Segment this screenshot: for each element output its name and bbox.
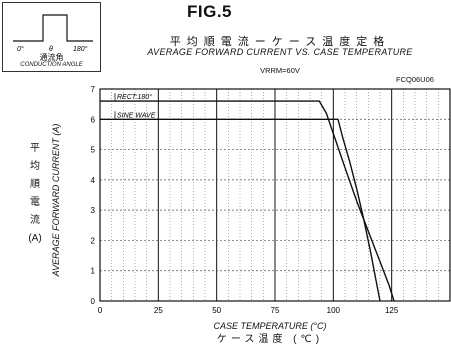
y-tick-label: 1 — [91, 267, 96, 276]
inset-label-jp: 通流角 — [39, 53, 64, 62]
y-tick-label: 6 — [91, 115, 96, 124]
series-line — [100, 118, 381, 302]
y-axis-label-jp: 平 均 順 電 流 (A) — [28, 140, 42, 248]
x-tick-label: 25 — [154, 306, 163, 315]
series-label: SINE WAVE — [117, 112, 156, 119]
inset-label-theta: θ — [49, 46, 53, 53]
y-axis-label-jp-char: (A) — [28, 233, 42, 244]
conduction-waveform-icon: 0° θ 180° — [13, 14, 93, 53]
plot-frame — [99, 88, 451, 302]
x-axis-label-jp: ケース温度 (℃) — [216, 334, 324, 345]
y-axis-label-jp-char: 平 — [30, 143, 40, 154]
chart-title-en: AVERAGE FORWARD CURRENT VS. CASE TEMPERA… — [147, 47, 413, 57]
x-tick-label: 125 — [385, 306, 399, 315]
series-group — [100, 100, 395, 302]
x-tick-label: 100 — [327, 306, 341, 315]
y-tick-label: 4 — [91, 176, 96, 185]
x-tick-label: 50 — [212, 306, 221, 315]
conduction-angle-inset: 0° θ 180° — [2, 2, 101, 72]
y-tick-label: 0 — [91, 297, 96, 306]
inset-label-left: 0° — [17, 45, 24, 53]
y-axis-label-jp-char: 電 — [30, 197, 40, 208]
grid — [100, 89, 450, 301]
y-tick-label: 3 — [91, 206, 96, 215]
series-line — [100, 100, 395, 302]
x-axis-label: CASE TEMPERATURE (°C) — [213, 321, 327, 331]
y-axis-label-jp-char: 順 — [30, 179, 40, 190]
inset-label-right: 180° — [73, 45, 88, 53]
part-number: FCQ06U06 — [396, 75, 434, 84]
condition-label: VRRM=60V — [260, 66, 300, 75]
x-tick-label: 0 — [98, 306, 103, 315]
y-tick-label: 7 — [91, 85, 96, 94]
chart-title-jp: 平均順電流ーケース温度定格 — [169, 36, 391, 48]
y-axis-label-jp-char: 流 — [30, 215, 40, 226]
y-tick-label: 2 — [91, 236, 96, 245]
figure-label: FIG.5 — [187, 2, 233, 21]
y-axis-label-jp-char: 均 — [30, 161, 40, 172]
x-tick-label: 75 — [271, 306, 280, 315]
series-label: RECT:180° — [117, 93, 152, 101]
y-tick-label: 5 — [91, 146, 96, 155]
tick-labels: 0 25 50 75 100 125 0 1 2 3 4 5 6 7 — [91, 85, 399, 315]
series-labels: RECT:180° SINE WAVE — [114, 93, 156, 120]
inset-label-en: CONDUCTION ANGLE — [20, 62, 83, 68]
